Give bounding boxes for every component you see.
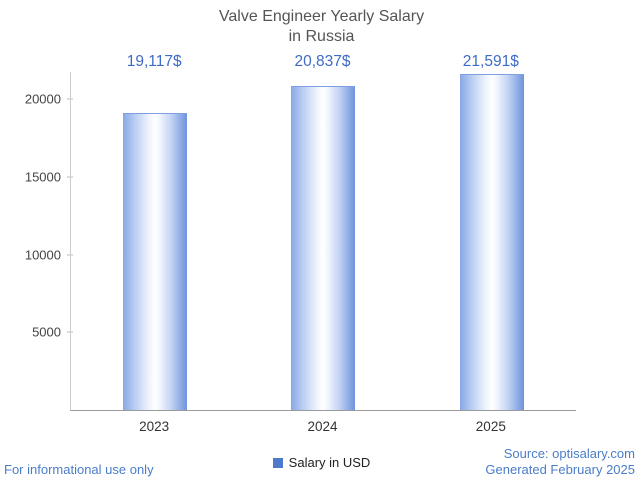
y-tick: 10000: [0, 247, 73, 263]
disclaimer-text: For informational use only: [4, 462, 154, 477]
y-axis: 5000 10000 15000 20000: [0, 72, 73, 410]
y-tick-label: 20000: [24, 91, 61, 107]
bar-value-label: 19,117$: [126, 53, 182, 70]
generated-date: Generated February 2025: [485, 462, 635, 477]
chart-title: Valve Engineer Yearly Salary in Russia: [0, 7, 643, 47]
y-tick-label: 15000: [24, 169, 61, 185]
y-tick-label: 5000: [32, 324, 61, 340]
chart-title-line2: in Russia: [288, 28, 355, 45]
legend: Salary in USD: [0, 455, 643, 470]
chart-title-line1: Valve Engineer Yearly Salary: [218, 8, 425, 25]
y-tick: 15000: [0, 169, 73, 185]
bar-value-label: 21,591$: [462, 53, 519, 70]
y-tick: 20000: [0, 91, 73, 107]
bar-slot: [239, 72, 407, 410]
plot-area: [70, 72, 576, 411]
y-tick-label: 10000: [24, 247, 61, 263]
bar-slot: [71, 72, 239, 410]
bar-slot: [408, 72, 576, 410]
legend-label: Salary in USD: [288, 455, 371, 470]
legend-swatch-icon: [272, 457, 283, 468]
source-block: Source: optisalary.com Generated Februar…: [485, 446, 635, 478]
bar-2025[interactable]: [459, 74, 524, 410]
x-axis-label: 2025: [475, 419, 506, 434]
bar-2024[interactable]: [291, 86, 356, 410]
bar-2023[interactable]: [123, 112, 188, 410]
bars-container: [71, 72, 576, 410]
bar-value-label: 20,837$: [294, 53, 351, 70]
source-link[interactable]: Source: optisalary.com: [503, 446, 635, 461]
x-axis-label: 2024: [307, 419, 338, 434]
y-tick: 5000: [0, 324, 73, 340]
x-axis-label: 2023: [139, 419, 170, 434]
x-axis-labels-row: 2023 2024 2025: [70, 419, 575, 434]
bar-value-labels-row: 19,117$ 20,837$ 21,591$: [70, 53, 575, 71]
